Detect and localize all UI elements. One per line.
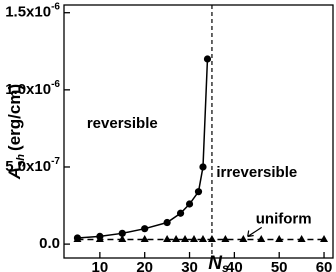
y-tick-text: 1.0x10 [5, 81, 51, 98]
point [140, 234, 149, 242]
y-tick-text: 0.0 [39, 235, 60, 252]
point [118, 229, 126, 237]
y-tick-label: 1.0x10-6 [5, 78, 60, 97]
x-tick-label: 10 [92, 259, 109, 272]
y-tick-exponent: -6 [51, 1, 60, 12]
annotation: reversible [87, 115, 158, 132]
y-tick-label: 5.0x10-7 [5, 156, 60, 175]
x-tick-label: 60 [316, 259, 333, 272]
point [239, 234, 248, 242]
x-tick-label: 40 [226, 259, 243, 272]
annotation: irreversible [216, 164, 297, 181]
x-tick-label: 30 [181, 259, 198, 272]
x-tick-label: 20 [136, 259, 153, 272]
y-tick-label: 0.0 [39, 235, 60, 252]
x-tick-label: 50 [271, 259, 288, 272]
y-tick-label: 1.5x10-6 [5, 1, 60, 20]
plot-frame [63, 4, 334, 259]
point [190, 234, 199, 242]
point [73, 234, 82, 242]
point [141, 225, 149, 233]
point [257, 234, 266, 242]
point [163, 218, 171, 227]
annotation: uniform [256, 210, 312, 227]
point [203, 55, 212, 63]
series-line [77, 58, 209, 239]
point [275, 234, 284, 242]
point [221, 234, 230, 242]
point [163, 234, 172, 242]
y-tick-exponent: -7 [51, 156, 60, 167]
y-label-main: A [5, 167, 24, 180]
point [185, 200, 194, 208]
y-label-unit: (erg/cm) [5, 84, 24, 151]
point [181, 234, 190, 242]
point [172, 234, 181, 242]
point [320, 234, 329, 242]
point [198, 234, 207, 242]
point [297, 234, 306, 242]
y-tick-exponent: -6 [51, 78, 60, 89]
point [199, 163, 207, 171]
point [194, 188, 203, 196]
y-axis-label: Ash (erg/cm) [5, 84, 26, 180]
y-tick-text: 5.0x10 [5, 158, 51, 175]
x-label-sub: s [222, 261, 229, 272]
y-tick-text: 1.5x10 [5, 4, 51, 21]
point [95, 234, 104, 242]
y-label-sub: sh [15, 154, 27, 167]
point [118, 234, 127, 242]
x-axis-label: Ns [208, 253, 229, 272]
point [176, 209, 185, 217]
annotation-arrow [247, 226, 263, 238]
point [207, 234, 216, 242]
